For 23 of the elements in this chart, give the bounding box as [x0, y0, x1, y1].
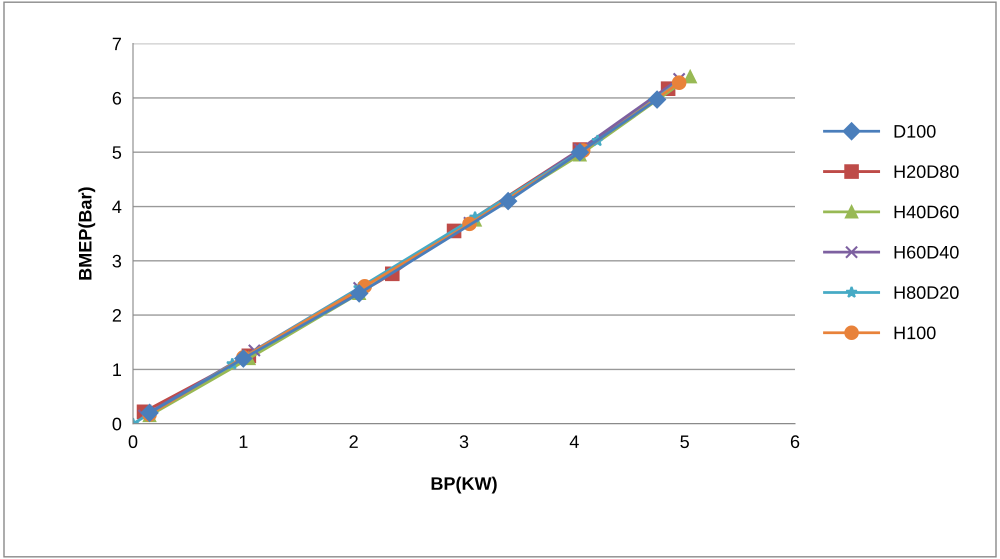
- y-tick-label: 3: [112, 254, 122, 268]
- y-tick-label: 6: [112, 92, 122, 105]
- y-tick-label: 4: [112, 200, 122, 214]
- legend-label: H20D80: [894, 165, 959, 178]
- x-tick-label: 2: [350, 435, 358, 448]
- legend-label: H100: [894, 326, 936, 340]
- y-tick-label: 5: [112, 146, 122, 159]
- y-tick-label: 7: [112, 38, 121, 50]
- x-axis-title: BP(KW): [432, 476, 497, 494]
- legend-label: H40D60: [894, 206, 959, 218]
- x-tick-label: 0: [128, 435, 138, 448]
- y-tick-label: 2: [112, 309, 121, 322]
- legend-label: H60D40: [894, 246, 959, 259]
- x-tick-label: 3: [460, 435, 468, 448]
- legend-label: D100: [894, 124, 936, 138]
- x-tick-label: 5: [680, 435, 689, 448]
- x-tick-label: 1: [240, 435, 248, 448]
- y-tick-label: 0: [112, 418, 122, 430]
- y-axis-title: BMEP(Bar): [78, 187, 96, 280]
- y-tick-label: 1: [113, 364, 122, 376]
- x-tick-label: 4: [570, 435, 579, 448]
- x-tick-label: 6: [790, 435, 800, 448]
- legend-label: H80D20: [894, 286, 959, 299]
